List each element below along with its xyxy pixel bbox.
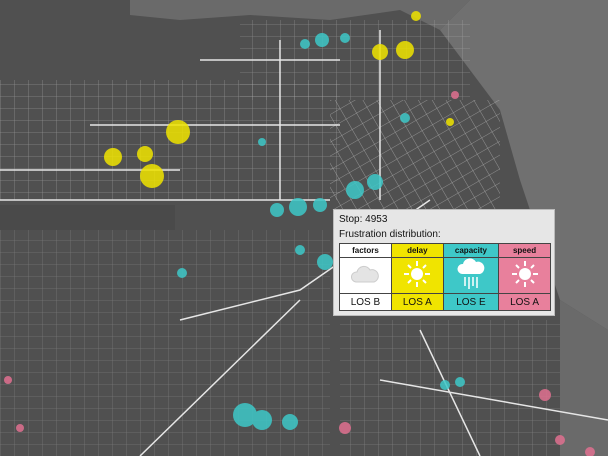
stop-marker	[367, 174, 383, 190]
los-level: LOS E	[442, 293, 500, 311]
south-water	[560, 300, 608, 456]
stop-marker	[396, 41, 414, 59]
stop-markers	[4, 11, 595, 456]
factor-header: factors	[339, 243, 392, 258]
stop-marker	[252, 410, 272, 430]
stop-marker	[400, 113, 410, 123]
stop-label: Stop: 4953	[339, 214, 388, 225]
street-grid	[340, 320, 560, 456]
icon-cell	[498, 257, 551, 294]
stop-marker	[339, 422, 351, 434]
factor-header: speed	[498, 243, 551, 258]
sun-icon	[404, 261, 431, 287]
los-level: LOS A	[498, 293, 551, 311]
stop-marker	[585, 447, 595, 456]
icon-cell	[339, 257, 392, 294]
park	[0, 205, 175, 230]
factor-table: factors delay capacity speed LOS B LOS A…	[339, 243, 551, 311]
stop-marker	[282, 414, 298, 430]
icon-cell	[390, 257, 444, 294]
stop-marker	[300, 39, 310, 49]
stop-marker	[137, 146, 153, 162]
stop-marker	[315, 33, 329, 47]
sun-icon	[511, 261, 538, 287]
stop-marker	[446, 118, 454, 126]
stop-marker	[16, 424, 24, 432]
stop-marker	[411, 11, 421, 21]
tooltip: Stop: 4953 Frustration distribution: fac…	[333, 209, 555, 316]
stop-marker	[4, 376, 12, 384]
cloud-icon	[351, 265, 380, 283]
stop-marker	[313, 198, 327, 212]
stop-marker	[539, 389, 551, 401]
stop-marker	[555, 435, 565, 445]
stop-marker	[104, 148, 122, 166]
stop-marker	[233, 403, 257, 427]
stop-marker	[346, 181, 364, 199]
tooltip-subtitle: Frustration distribution:	[339, 229, 441, 240]
factor-header: capacity	[442, 243, 500, 258]
los-level: LOS A	[390, 293, 444, 311]
stop-marker	[451, 91, 459, 99]
stop-marker	[372, 44, 388, 60]
stop-marker	[177, 268, 187, 278]
stop-marker	[258, 138, 266, 146]
icon-cell	[442, 257, 500, 294]
stop-marker	[340, 33, 350, 43]
stop-marker	[317, 254, 333, 270]
main-road	[0, 30, 608, 456]
stop-marker	[140, 164, 164, 188]
stop-marker	[295, 245, 305, 255]
north-water	[130, 0, 470, 30]
rain-icon	[457, 258, 485, 289]
street-grid	[0, 230, 330, 456]
stop-marker	[289, 198, 307, 216]
los-level: LOS B	[339, 293, 392, 311]
stop-marker	[166, 120, 190, 144]
stop-marker	[270, 203, 284, 217]
factor-header: delay	[390, 243, 444, 258]
bay-water	[440, 0, 608, 330]
stop-marker	[440, 380, 450, 390]
stop-marker	[455, 377, 465, 387]
